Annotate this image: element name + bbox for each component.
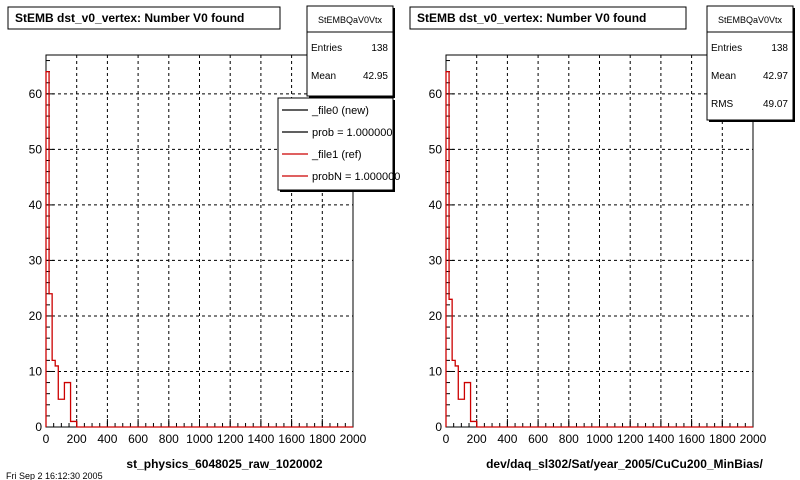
x-tick-label: 1600 [278,432,305,446]
stats-label: Entries [711,43,742,54]
x-tick-label: 1800 [709,432,736,446]
stats-label: Mean [311,71,336,82]
x-tick-label: 1000 [586,432,613,446]
y-tick-label: 20 [429,309,443,323]
x-tick-label: 2000 [340,432,367,446]
y-tick-label: 40 [429,198,443,212]
chart-title: StEMB dst_v0_vertex: Number V0 found [15,11,244,25]
title-box [409,6,687,30]
legend-label: _file0 (new) [311,105,369,117]
series-line-1 [445,71,753,428]
x-tick-label: 1800 [309,432,336,446]
x-tick-label: 200 [467,432,487,446]
y-tick-label: 30 [429,253,443,267]
y-tick-label: 40 [29,198,43,212]
x-tick-label: 1400 [248,432,275,446]
y-tick-label: 10 [429,364,443,378]
stats-label: RMS [711,99,734,110]
stats-name: StEMBQaV0Vtx [318,15,383,25]
y-tick-label: 0 [35,420,42,434]
x-tick-label: 800 [159,432,179,446]
stats-box [706,5,794,121]
series-line-1 [45,71,353,428]
stats-label: Entries [311,43,342,54]
y-tick-label: 50 [429,142,443,156]
stats-name: StEMBQaV0Vtx [718,15,783,25]
y-tick-label: 50 [29,142,43,156]
x-tick-label: 400 [497,432,517,446]
legend-label: prob = 1.000000 [312,127,392,139]
stats-value: 138 [771,43,788,54]
x-tick-label: 400 [97,432,117,446]
y-tick-label: 0 [435,420,442,434]
legend-label: probN = 1.000000 [312,171,400,183]
chart-panel-2: 0 200 400 600 800 1000 1200 1400 1600 1800 2000 0 10… [409,5,795,471]
stats-label: Mean [711,71,736,82]
legend: _file0 (new) prob = 1.000000 _file1 (ref) p… [277,97,400,192]
y-tick-label: 10 [29,364,43,378]
legend-label: _file1 (ref) [311,149,362,161]
x-axis-label: st_physics_6048025_raw_1020002 [126,457,322,471]
x-tick-label: 1200 [217,432,244,446]
x-tick-label: 1600 [678,432,705,446]
x-tick-label: 800 [559,432,579,446]
x-tick-label: 600 [128,432,148,446]
stats-box [306,5,394,97]
y-tick-label: 30 [29,253,43,267]
stats-value: 42.95 [363,71,388,82]
x-tick-label: 1200 [617,432,644,446]
chart-title: StEMB dst_v0_vertex: Number V0 found [417,11,646,25]
x-tick-label: 1400 [648,432,675,446]
x-tick-label: 1000 [186,432,213,446]
x-tick-label: 2000 [740,432,767,446]
y-tick-label: 60 [429,87,443,101]
footer-timestamp: Fri Sep 2 16:12:30 2005 [6,471,103,480]
y-tick-label: 20 [29,309,43,323]
stats-value: 49.07 [763,99,788,110]
stats-value: 42.97 [763,71,788,82]
x-tick-label: 200 [67,432,87,446]
y-tick-label: 60 [29,87,43,101]
chart-panel-1: 0 200 400 600 800 1000 1200 1400 1600 1800 2000 0 10… [7,5,400,471]
x-axis-label: dev/daq_sl302/Sat/year_2005/CuCu200_MinB… [486,457,763,471]
x-tick-label: 600 [528,432,548,446]
x-tick-label: 0 [43,432,50,446]
x-tick-label: 0 [443,432,450,446]
stats-value: 138 [371,43,388,54]
title-box [7,6,281,30]
legend-box [277,97,394,191]
